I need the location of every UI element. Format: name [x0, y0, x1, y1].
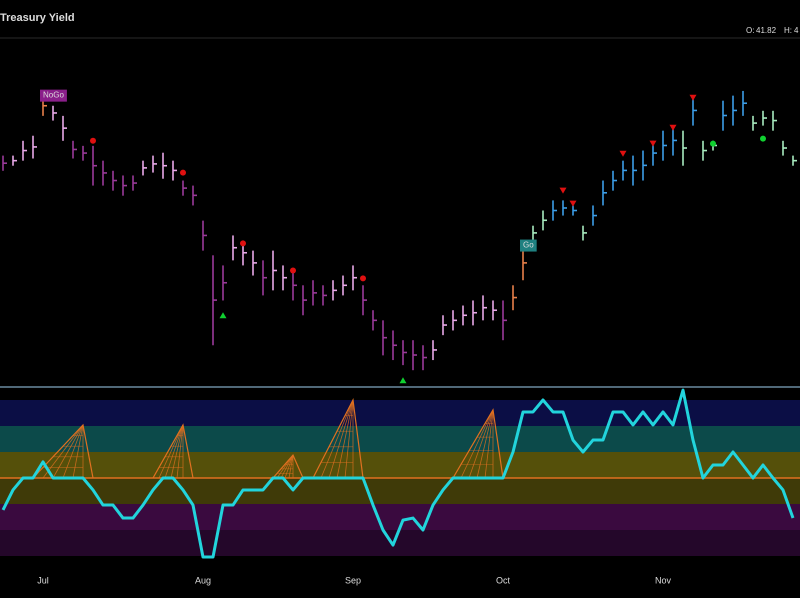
spike-fan	[284, 454, 294, 479]
x-tick-label: Sep	[345, 575, 361, 585]
spike-fan	[42, 424, 84, 479]
x-tick-label: Oct	[496, 575, 511, 585]
spike-outline	[272, 454, 304, 479]
regime-label-text: NoGo	[43, 91, 64, 100]
spike-outline	[32, 423, 94, 479]
signal-triangle	[399, 377, 407, 384]
regime-label-box	[40, 89, 67, 102]
spike-outline	[452, 408, 504, 479]
spike-outline	[312, 398, 364, 479]
x-tick-label: Nov	[655, 575, 672, 585]
signal-triangle	[569, 200, 577, 207]
spike-fan	[336, 399, 354, 479]
ohlc-label: H:	[784, 26, 792, 35]
signal-dot	[360, 275, 366, 282]
signal-triangle	[669, 124, 677, 131]
spike-fan	[460, 409, 494, 479]
oscillator-panel	[0, 388, 800, 559]
ohlc-value: 41.82	[756, 26, 777, 35]
ohlc-label: O:	[746, 26, 754, 35]
regime-label-text: Go	[523, 241, 534, 250]
signal-triangle	[619, 150, 627, 157]
spike-fan	[320, 399, 354, 479]
spike-fan	[484, 409, 494, 479]
signal-triangle	[689, 94, 697, 101]
zone-band	[0, 426, 800, 452]
spike-fan	[468, 409, 494, 479]
spike-fan	[170, 424, 184, 479]
x-tick-label: Jul	[37, 575, 49, 585]
spike-fan	[328, 399, 354, 479]
signal-dot	[240, 240, 246, 247]
spike-outline	[152, 423, 194, 479]
spike-fan	[52, 424, 84, 479]
signal-dot	[180, 169, 186, 176]
signal-dot	[760, 135, 766, 142]
spike-fan	[344, 399, 354, 479]
signal-triangle	[559, 187, 567, 194]
chart-title: Treasury Yield	[0, 12, 75, 24]
regime-label: NoGo	[40, 89, 67, 102]
spike-fan	[164, 424, 184, 479]
momentum-spike	[312, 398, 364, 479]
oscillator-line	[1, 388, 795, 559]
spike-fan	[62, 424, 84, 479]
zone-band	[0, 452, 800, 478]
signal-triangle	[649, 140, 657, 147]
zone-band	[0, 478, 800, 504]
spike-fan	[476, 409, 494, 479]
signal-dot	[290, 267, 296, 274]
ohlc-value: 4	[794, 26, 799, 35]
signal-triangle	[219, 312, 227, 319]
regime-label: Go	[520, 239, 537, 252]
signal-dot	[710, 140, 716, 147]
spike-fan	[158, 424, 184, 479]
spike-fan	[72, 424, 84, 479]
x-axis: Jul Aug Sep Oct Nov	[37, 575, 671, 585]
x-tick-label: Aug	[195, 575, 211, 585]
spike-fan	[176, 424, 184, 479]
price-panel: NoGo Go	[2, 89, 797, 384]
zone-band	[0, 530, 800, 556]
momentum-spike	[272, 454, 304, 479]
zone-band	[0, 400, 800, 426]
spike-fan	[288, 455, 294, 479]
signal-dot	[90, 137, 96, 144]
spike-fan	[280, 454, 294, 479]
regime-label-box	[520, 239, 537, 252]
